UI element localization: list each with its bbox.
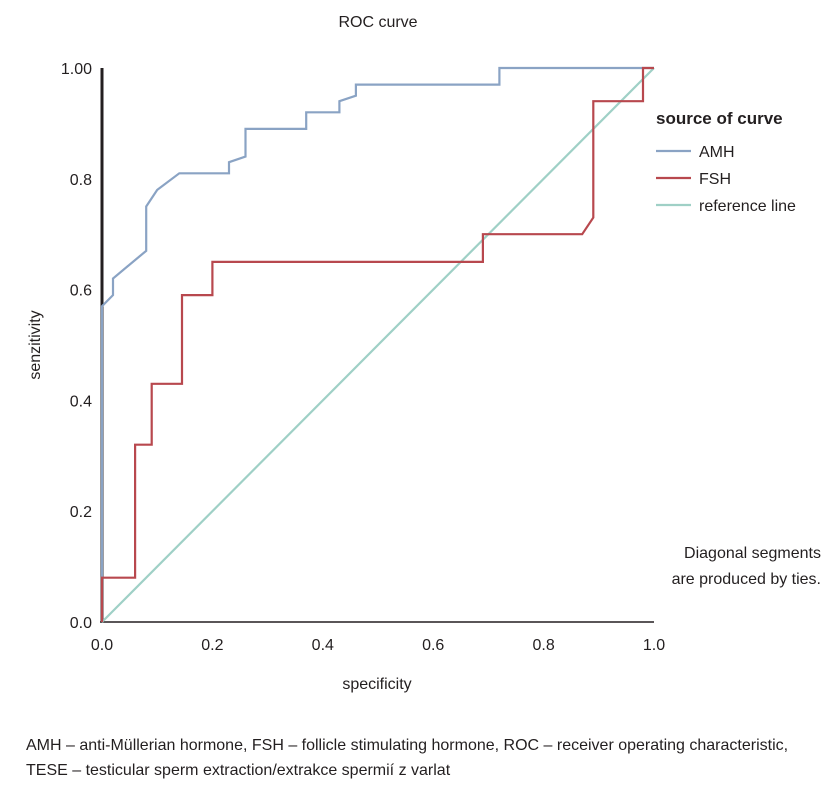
y-tick-label: 0.8 — [70, 172, 92, 189]
x-tick-label: 0.0 — [91, 637, 113, 654]
y-axis-title: senzitivity — [27, 310, 44, 379]
series-layer — [100, 66, 655, 623]
x-tick-labels: 0.0 0.2 0.4 0.6 0.8 1.0 — [91, 637, 665, 654]
x-tick-label: 1.0 — [643, 637, 665, 654]
legend-label: reference line — [699, 198, 796, 215]
legend-label: FSH — [699, 171, 731, 188]
y-tick-label: 0.6 — [70, 283, 92, 300]
series-line-reference-line — [101, 67, 655, 623]
y-tick-labels: 0.0 0.2 0.4 0.6 0.8 1.00 — [61, 61, 92, 632]
series-line-fsh — [100, 66, 654, 622]
y-tick-label: 1.00 — [61, 61, 92, 78]
series-line-amh — [100, 66, 654, 622]
x-tick-label: 0.2 — [201, 637, 223, 654]
legend-label: AMH — [699, 144, 735, 161]
y-tick-label: 0.2 — [70, 504, 92, 521]
legend: source of curve AMH FSH reference line — [656, 109, 796, 215]
legend-title: source of curve — [656, 109, 783, 128]
ties-annotation: Diagonal segments are produced by ties. — [672, 545, 821, 588]
x-tick-label: 0.4 — [312, 637, 334, 654]
chart-title: ROC curve — [338, 14, 417, 31]
y-tick-label: 0.4 — [70, 393, 92, 410]
x-tick-label: 0.8 — [532, 637, 554, 654]
annotation-line-1: Diagonal segments — [684, 545, 821, 562]
annotation-line-2: are produced by ties. — [672, 571, 821, 588]
y-tick-label: 0.0 — [70, 615, 92, 632]
legend-items: AMH FSH reference line — [656, 144, 796, 215]
x-tick-label: 0.6 — [422, 637, 444, 654]
figure-caption: AMH – anti-Müllerian hormone, FSH – foll… — [26, 737, 789, 779]
x-axis-title: specificity — [342, 676, 411, 693]
roc-chart: ROC curve 0.0 0.2 0.4 0.6 0.8 1.0 0.00.20.40.… — [27, 14, 821, 693]
